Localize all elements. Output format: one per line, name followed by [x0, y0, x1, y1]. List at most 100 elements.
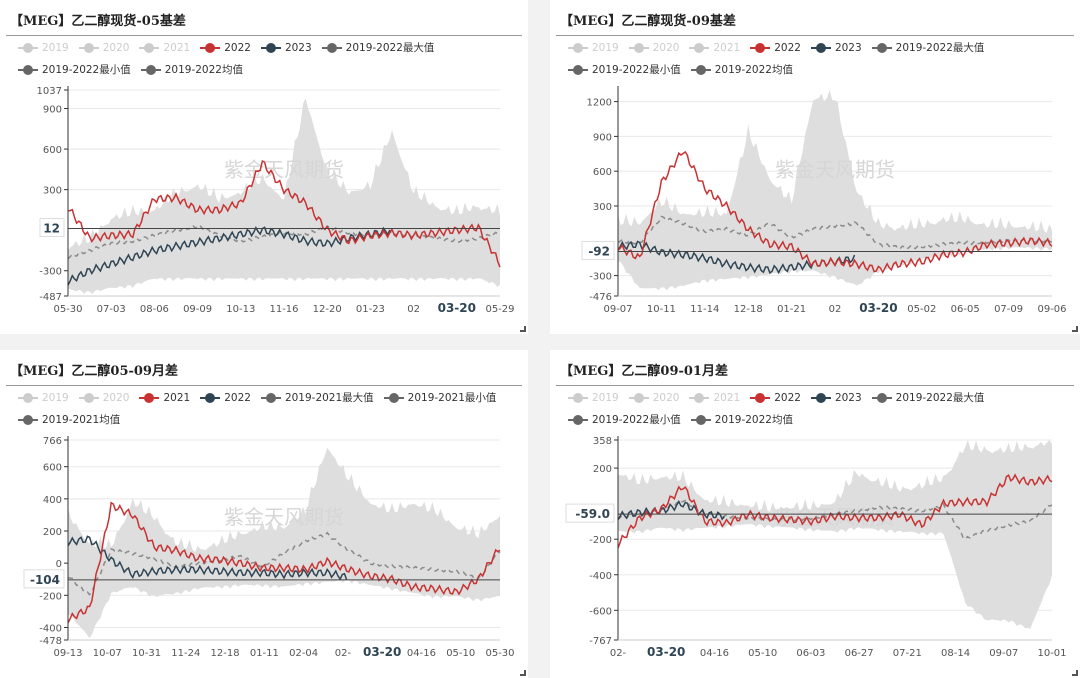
x-tick-label: 12-20 [313, 304, 342, 315]
series-line [617, 499, 1053, 541]
x-tick-label: 01-23 [356, 304, 385, 315]
legend-marker-icon [260, 393, 281, 403]
legend-item[interactable]: 2019 [18, 388, 69, 408]
series-line [67, 224, 501, 260]
legend-marker-icon [628, 43, 649, 53]
y-tick-label: -300 [589, 272, 612, 283]
x-tick-label: 03-20 [363, 645, 401, 659]
legend-label: 2019-2022最大值 [895, 392, 985, 404]
x-tick-label: 09-09 [183, 304, 212, 315]
y-tick-label: -476 [589, 292, 612, 303]
series-line [617, 150, 1053, 274]
legend-marker-icon [200, 43, 221, 53]
series-line [67, 501, 501, 624]
legend-label: 2019-2022均值 [714, 64, 793, 76]
x-tick-label: 02- [335, 648, 352, 659]
legend-item[interactable]: 2019-2022最小值 [568, 410, 681, 430]
watermark: 紫金天风期货 [775, 158, 895, 182]
x-tick-label: 05-10 [446, 648, 475, 659]
y-tick-label: 1037 [37, 86, 62, 97]
resize-handle-icon[interactable] [1072, 326, 1078, 332]
legend-item[interactable]: 2022 [200, 388, 251, 408]
title-divider [6, 385, 522, 386]
x-tick-label: 01-11 [250, 648, 279, 659]
x-tick-label: 10-07 [93, 648, 122, 659]
legend-item[interactable]: 2023 [260, 38, 312, 58]
series-line [617, 500, 725, 521]
marker-value-tag [23, 569, 65, 589]
x-tick-label: 08-06 [140, 304, 169, 315]
legend-item[interactable]: 2019-2022最小值 [18, 60, 131, 80]
legend-item[interactable]: 2019-2021均值 [18, 410, 120, 430]
y-tick-label: 766 [43, 436, 62, 447]
legend-label: 2023 [284, 42, 312, 54]
resize-handle-icon[interactable] [1072, 670, 1078, 676]
legend-item[interactable]: 2019-2022最大值 [871, 388, 985, 408]
y-tick-label: 600 [43, 463, 62, 474]
x-tick-label: 07-21 [893, 648, 922, 659]
x-tick-label: 04-16 [407, 648, 436, 659]
chart-title: 【MEG】乙二醇现货-09基差 [560, 14, 736, 29]
legend-item[interactable]: 2020 [628, 38, 680, 58]
legend-item[interactable]: 2020 [78, 38, 129, 58]
legend-marker-icon [810, 393, 831, 403]
legend-item[interactable]: 2020 [78, 388, 129, 408]
x-tick-label: 10-31 [132, 648, 161, 659]
legend-label: 2021 [163, 42, 191, 54]
y-tick-label: 600 [593, 167, 612, 178]
legend-item[interactable]: 2023 [810, 38, 862, 58]
legend-marker-icon [690, 415, 711, 425]
x-tick-label: 11-16 [269, 304, 298, 315]
legend-item[interactable]: 2019-2021最小值 [383, 388, 496, 408]
legend-item[interactable]: 2019 [568, 38, 619, 58]
title-divider [556, 385, 1074, 386]
y-tick-label: 358 [593, 436, 612, 447]
y-tick-label: -300 [39, 267, 62, 278]
x-tick-label: 11-14 [690, 304, 719, 315]
legend-item[interactable]: 2022 [750, 38, 801, 58]
legend-item[interactable]: 2019-2022最小值 [568, 60, 681, 80]
legend-item[interactable]: 2022 [200, 38, 251, 58]
watermark: 紫金天风期货 [224, 158, 344, 182]
y-tick-label: 1200 [587, 98, 612, 109]
x-tick-label: 12-18 [211, 648, 240, 659]
legend-label: 2020 [652, 392, 680, 404]
x-tick-label: 03-20 [647, 645, 685, 659]
legend-item[interactable]: 2019-2022均值 [690, 410, 793, 430]
legend-item[interactable]: 2019 [568, 388, 619, 408]
legend-item[interactable]: 2023 [810, 388, 862, 408]
marker-value-label: -59.0 [575, 507, 610, 521]
legend-item[interactable]: 2019-2022均值 [140, 60, 243, 80]
legend-label: 2020 [652, 42, 680, 54]
marker-value-label: -104 [30, 573, 60, 587]
legend-item[interactable]: 2021 [689, 388, 740, 408]
legend-marker-icon [690, 65, 711, 75]
x-tick-label: 05-30 [53, 304, 82, 315]
legend-item[interactable]: 2021 [139, 38, 190, 58]
legend-marker-icon [200, 393, 221, 403]
legend-label: 2021 [713, 392, 741, 404]
legend-item[interactable]: 2021 [139, 388, 190, 408]
min-max-band [618, 90, 1052, 291]
legend-label: 2023 [834, 42, 862, 54]
x-tick-label: 06-27 [845, 648, 874, 659]
y-tick-label: 200 [43, 527, 62, 538]
resize-handle-icon[interactable] [520, 670, 526, 676]
legend-item[interactable]: 2019-2022最大值 [871, 38, 984, 58]
resize-handle-icon[interactable] [520, 326, 526, 332]
legend-item[interactable]: 2022 [750, 388, 801, 408]
marker-value-tag [581, 240, 615, 260]
legend-item[interactable]: 2019-2021最大值 [260, 388, 374, 408]
legend-label: 2021 [713, 42, 741, 54]
min-max-band [618, 440, 1052, 629]
legend-label: 2022 [774, 42, 801, 54]
legend-label: 2021 [163, 392, 191, 404]
legend-item[interactable]: 2019-2022最大值 [321, 38, 434, 58]
marker-value-label: 12 [43, 222, 60, 236]
marker-value-tag [565, 503, 615, 523]
series-line [617, 473, 1053, 549]
legend-item[interactable]: 2021 [689, 38, 740, 58]
legend-item[interactable]: 2019 [18, 38, 69, 58]
legend-item[interactable]: 2020 [628, 388, 680, 408]
legend-item[interactable]: 2019-2022均值 [690, 60, 793, 80]
